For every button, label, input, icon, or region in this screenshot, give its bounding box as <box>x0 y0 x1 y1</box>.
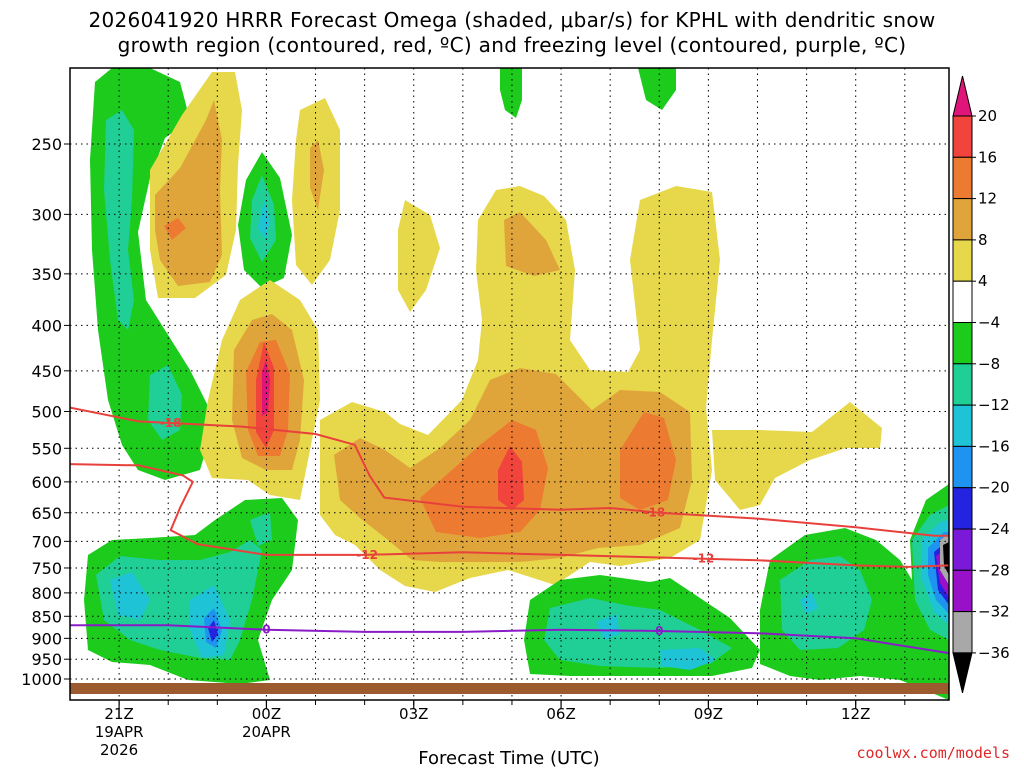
colorbar-bin <box>952 156 973 200</box>
x-tick-year: 2026 <box>100 741 138 759</box>
descent-top-blob-08z <box>638 68 676 110</box>
colorbar-tick-label: −4 <box>978 314 1000 332</box>
descent-region-lower-right <box>760 484 949 700</box>
colorbar-bin-bottom <box>952 652 973 694</box>
ascent-region-right-mid <box>712 402 882 510</box>
ascent-core-00z <box>200 280 320 500</box>
x-axis-title: Forecast Time (UTC) <box>418 748 599 768</box>
x-tick-label: 03Z <box>399 705 428 723</box>
y-tick-label: 700 <box>31 532 62 551</box>
ascent-core-01z-upper <box>310 140 324 210</box>
colorbar-tick-label: −32 <box>978 603 1010 621</box>
y-tick-label: 250 <box>31 135 62 154</box>
colorbar-tick-label: −8 <box>978 355 1000 373</box>
colorbar-bin <box>952 487 973 530</box>
colorbar-tick-label: −12 <box>978 396 1010 414</box>
colorbar-tick-label: −24 <box>978 520 1010 538</box>
descent-region-lower-left <box>84 498 298 684</box>
contour-label: -12 <box>356 548 378 562</box>
y-tick-label: 400 <box>31 316 62 335</box>
colorbar-bin <box>952 239 973 282</box>
contour-labels: -18 -18 -12 -12 0 0 <box>160 416 715 638</box>
ascent-region-central <box>320 186 720 592</box>
x-tick-label: 00Z <box>252 705 281 723</box>
snow-growth-contour-minus18 <box>70 406 949 537</box>
y-axis: 250 300 350 400 450 500 550 600 650 700 750 800 850 9… <box>21 135 70 689</box>
y-tick-label: 1000 <box>21 670 62 689</box>
colorbar-tick-label: 16 <box>978 148 997 166</box>
contour-label: -12 <box>693 552 715 566</box>
y-tick-label: 500 <box>31 403 62 422</box>
colorbar-tick-label: −20 <box>978 479 1010 497</box>
colorbar: 20 16 12 8 4 −4 −8 −12 −16 −20 −24 −28 −32 −36 <box>952 75 1010 694</box>
y-tick-label: 800 <box>31 584 62 603</box>
snow-growth-contour-minus12 <box>70 463 949 568</box>
y-tick-label: 850 <box>31 607 62 626</box>
x-tick-date: 20APR <box>242 723 291 741</box>
colorbar-bin <box>952 363 973 406</box>
colorbar-bin <box>952 198 973 241</box>
descent-region-upper-left <box>90 68 215 480</box>
descent-region-lower-mid <box>524 575 760 676</box>
grid-lines <box>70 68 949 700</box>
contour-label: 0 <box>655 624 663 638</box>
chart-title-line-2: growth region (contoured, red, ºC) and f… <box>118 33 907 57</box>
y-tick-label: 450 <box>31 362 62 381</box>
ascent-region-upper-left <box>150 72 242 298</box>
colorbar-bin <box>952 280 973 324</box>
y-tick-label: 550 <box>31 439 62 458</box>
chart-title-line-1: 2026041920 HRRR Forecast Omega (shaded, … <box>88 8 935 32</box>
terrain-strip <box>70 683 949 694</box>
colorbar-tick-label: −16 <box>978 437 1010 455</box>
colorbar-bin <box>952 611 973 654</box>
freezing-level-contour <box>70 624 949 655</box>
plot-frame <box>69 67 950 701</box>
y-tick-label: 650 <box>31 504 62 523</box>
credit-text: coolwx.com/models <box>856 744 1010 762</box>
x-tick-date: 19APR <box>95 723 144 741</box>
colorbar-bin <box>952 404 973 447</box>
x-tick-label: 06Z <box>546 705 575 723</box>
contour-label: 0 <box>262 623 270 637</box>
omega-shading <box>84 68 949 700</box>
contour-label: -18 <box>644 505 666 519</box>
descent-lens-00z <box>238 152 292 288</box>
x-tick-label: 21Z <box>104 705 133 723</box>
y-tick-label: 900 <box>31 629 62 648</box>
colorbar-tick-label: −28 <box>978 561 1010 579</box>
colorbar-bin <box>952 322 973 365</box>
y-tick-label: 350 <box>31 265 62 284</box>
colorbar-tick-label: −36 <box>978 644 1010 662</box>
colorbar-tick-label: 8 <box>978 231 988 249</box>
colorbar-bin <box>952 569 973 613</box>
y-tick-label: 750 <box>31 559 62 578</box>
contour-label: -18 <box>160 416 182 430</box>
colorbar-bin <box>952 528 973 571</box>
colorbar-bin-top <box>952 75 973 117</box>
colorbar-tick-label: 12 <box>978 190 997 208</box>
colorbar-tick-label: 4 <box>978 272 988 290</box>
y-tick-label: 950 <box>31 650 62 669</box>
colorbar-bin <box>952 115 973 158</box>
y-tick-label: 600 <box>31 473 62 492</box>
x-tick-label: 12Z <box>841 705 870 723</box>
contour-lines <box>70 406 949 655</box>
colorbar-bin <box>952 445 973 489</box>
descent-top-blob-04z <box>500 68 522 118</box>
x-tick-label: 09Z <box>694 705 723 723</box>
colorbar-tick-label: 20 <box>978 107 997 125</box>
y-tick-label: 300 <box>31 205 62 224</box>
